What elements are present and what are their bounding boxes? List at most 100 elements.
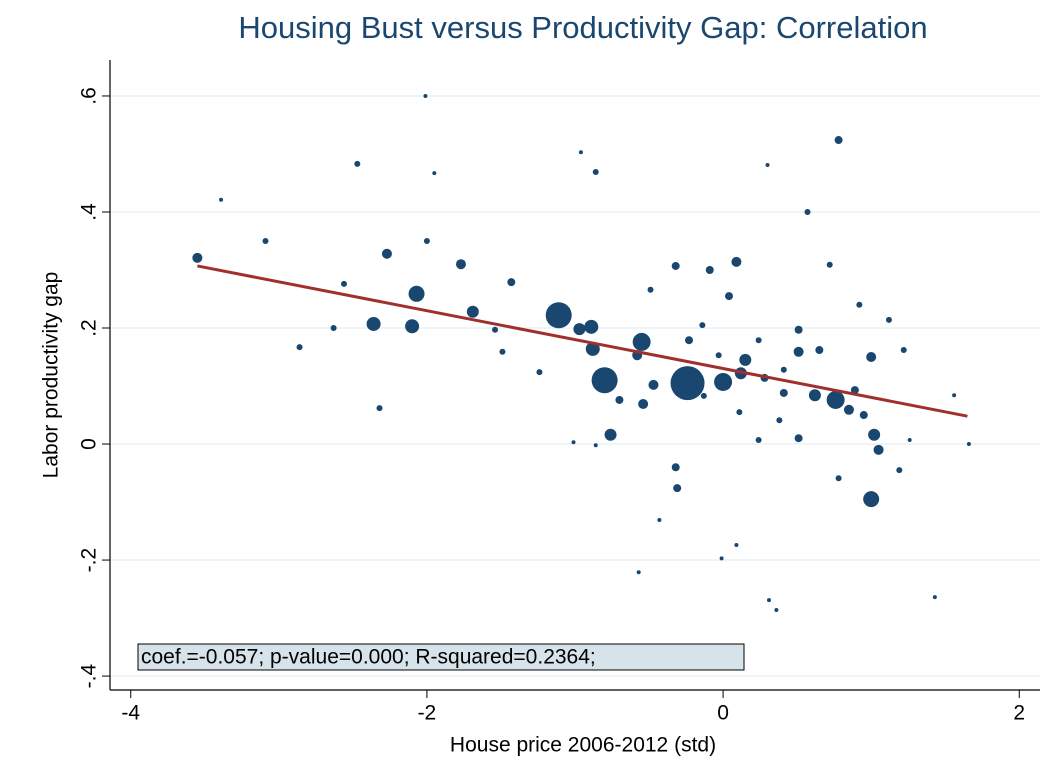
point	[835, 475, 842, 482]
point	[671, 261, 680, 270]
marks	[192, 93, 971, 612]
point	[192, 252, 203, 263]
point	[376, 405, 383, 412]
annotation: coef.=-0.057; p-value=0.000; R-squared=0…	[141, 646, 596, 669]
point	[671, 463, 680, 472]
point	[896, 467, 903, 474]
y-tick-label: -.2	[78, 548, 101, 573]
point	[834, 136, 843, 145]
point	[604, 428, 617, 441]
point	[408, 285, 425, 302]
point	[405, 319, 420, 334]
point	[794, 434, 803, 443]
point	[793, 346, 804, 357]
point	[868, 428, 881, 441]
point	[907, 437, 912, 442]
point	[856, 301, 863, 308]
fit-line	[197, 264, 968, 418]
point	[826, 390, 845, 409]
point	[466, 305, 479, 318]
point	[499, 348, 506, 355]
point	[657, 518, 662, 523]
point	[330, 325, 337, 332]
x-axis-label: House price 2006-2012 (std)	[450, 734, 716, 757]
point	[766, 598, 771, 603]
point	[900, 347, 907, 354]
point	[584, 319, 599, 334]
point	[725, 292, 734, 301]
point	[850, 386, 859, 395]
chart-title: Housing Bust versus Productivity Gap: Co…	[238, 10, 927, 45]
point	[632, 332, 651, 351]
point	[755, 436, 762, 443]
point	[699, 322, 706, 329]
point	[638, 399, 649, 410]
point	[593, 443, 598, 448]
point	[731, 256, 742, 267]
point	[432, 171, 437, 176]
x-tick-label: 0	[717, 702, 729, 725]
point	[366, 316, 381, 331]
y-tick-label: .2	[78, 319, 101, 337]
point	[685, 336, 694, 345]
point	[873, 444, 884, 455]
x-tick-label: -4	[121, 702, 140, 725]
point	[774, 607, 779, 612]
annotation-box	[137, 643, 745, 671]
point	[700, 392, 707, 399]
point	[794, 325, 803, 334]
point	[765, 163, 770, 167]
point	[615, 395, 624, 404]
point	[585, 341, 600, 356]
point	[670, 366, 705, 401]
point	[705, 266, 714, 274]
point	[648, 379, 659, 390]
point	[492, 326, 499, 333]
point	[296, 344, 303, 351]
point	[571, 440, 576, 445]
point	[573, 323, 586, 336]
point	[932, 595, 937, 600]
point	[885, 316, 892, 323]
point	[952, 393, 957, 398]
point	[780, 366, 787, 373]
point	[966, 442, 971, 447]
point	[843, 404, 854, 415]
point	[739, 353, 752, 366]
x-tick-label: 2	[1013, 702, 1025, 725]
point	[507, 278, 516, 287]
point	[755, 337, 762, 344]
y-tick-label: .6	[78, 87, 101, 105]
point	[808, 389, 821, 402]
y-tick-label: -.4	[78, 664, 101, 689]
point	[779, 388, 788, 397]
point	[734, 542, 739, 547]
point	[262, 237, 269, 244]
point	[578, 150, 583, 155]
point	[673, 484, 682, 493]
point	[826, 261, 833, 268]
point	[719, 556, 724, 561]
point	[545, 302, 572, 329]
point	[636, 570, 641, 575]
point	[866, 352, 877, 363]
point	[715, 352, 722, 359]
y-axis-label: Labor productivity gap	[40, 272, 63, 479]
point	[863, 491, 880, 508]
point	[455, 259, 466, 270]
point	[423, 93, 428, 98]
point	[354, 160, 361, 167]
point	[804, 208, 811, 215]
point	[423, 237, 430, 244]
point	[591, 367, 618, 394]
point	[736, 409, 743, 416]
point	[859, 411, 868, 420]
point	[815, 346, 824, 355]
point	[592, 168, 599, 175]
y-tick-label: .4	[78, 203, 101, 221]
point	[647, 286, 654, 293]
point	[776, 417, 783, 424]
point	[381, 248, 392, 259]
point	[714, 372, 733, 391]
point	[536, 369, 543, 376]
